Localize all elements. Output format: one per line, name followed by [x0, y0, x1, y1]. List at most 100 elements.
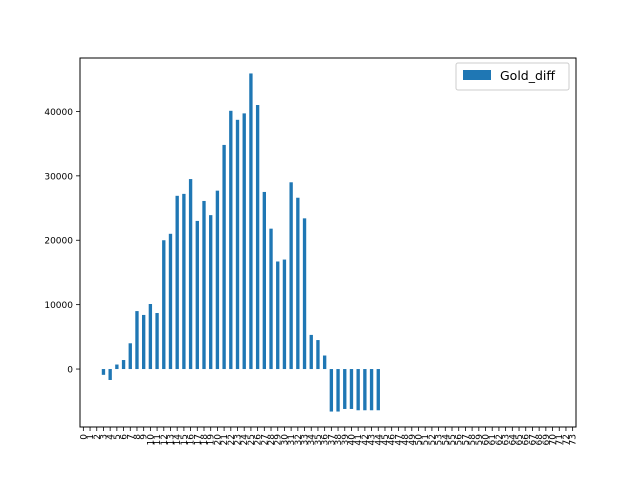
bar-40: [349, 369, 354, 409]
x-axis-ticks: 0123456789101112131415161718192021222324…: [79, 427, 579, 446]
x-tick-label: 17: [193, 434, 203, 445]
x-tick-label: 51: [421, 434, 431, 445]
x-tick-label: 5: [113, 434, 123, 440]
x-tick-label: 36: [321, 434, 331, 446]
bar-38: [336, 369, 340, 412]
x-tick-label: 4: [106, 434, 116, 440]
x-tick-label: 41: [354, 434, 364, 445]
bar-29: [276, 261, 280, 370]
x-tick-label: 6: [120, 434, 130, 440]
x-tick-label: 55: [448, 434, 458, 445]
x-tick-label: 18: [200, 434, 210, 446]
bar-12: [162, 240, 166, 370]
x-tick-label: 14: [173, 434, 183, 446]
x-tick-label: 21: [220, 434, 230, 445]
x-tick-label: 56: [455, 434, 465, 446]
x-tick-label: 57: [461, 434, 471, 445]
bar-25: [249, 73, 253, 370]
bar-41: [356, 369, 360, 411]
bar-27: [262, 191, 266, 370]
bar-16: [188, 179, 193, 370]
x-tick-label: 46: [388, 434, 398, 446]
bar-10: [148, 304, 153, 370]
bar-14: [175, 195, 179, 370]
bar-23: [235, 119, 240, 370]
x-tick-label: 8: [133, 434, 143, 440]
x-tick-label: 31: [287, 434, 297, 445]
x-tick-label: 44: [374, 434, 384, 446]
bar-30: [282, 259, 287, 370]
x-tick-label: 59: [475, 434, 485, 446]
y-tick-label: 40000: [44, 108, 73, 118]
x-tick-label: 37: [327, 434, 337, 445]
x-tick-label: 33: [301, 434, 311, 445]
x-tick-label: 63: [502, 434, 512, 445]
bar-8: [135, 311, 139, 370]
x-tick-label: 29: [274, 434, 284, 446]
bar-32: [296, 197, 300, 370]
plot-frame: [79, 57, 577, 428]
bar-group: [101, 73, 380, 412]
x-tick-label: 35: [314, 434, 324, 445]
bar-26: [255, 105, 260, 370]
x-tick-label: 47: [394, 434, 404, 445]
x-tick-label: 40: [347, 434, 357, 446]
bar-15: [182, 193, 186, 370]
x-tick-label: 73: [569, 434, 579, 445]
x-tick-label: 68: [535, 434, 545, 446]
y-tick-label: 20000: [44, 237, 73, 247]
bar-44: [376, 369, 380, 411]
x-tick-label: 71: [555, 434, 565, 445]
x-tick-label: 19: [207, 434, 217, 446]
x-tick-label: 67: [528, 434, 538, 445]
x-tick-label: 23: [234, 434, 244, 445]
legend-swatch: [463, 70, 491, 80]
x-tick-label: 9: [140, 434, 150, 440]
bar-42: [363, 369, 367, 411]
x-tick-label: 54: [441, 434, 451, 446]
x-tick-label: 27: [260, 434, 270, 445]
bar-39: [343, 369, 347, 409]
legend-label: Gold_diff: [500, 68, 555, 83]
x-tick-label: 7: [126, 434, 136, 440]
bar-18: [202, 200, 206, 370]
bar-5: [115, 364, 119, 370]
x-tick-label: 39: [341, 434, 351, 446]
bar-33: [302, 218, 307, 370]
bar-35: [316, 340, 320, 370]
x-tick-label: 45: [381, 434, 391, 445]
bar-28: [269, 228, 273, 370]
x-tick-label: 42: [361, 434, 371, 445]
x-tick-label: 32: [294, 434, 304, 445]
bar-22: [229, 110, 233, 370]
y-axis-ticks: 0 10000 20000 30000 40000: [44, 108, 80, 376]
bar-34: [309, 334, 313, 370]
bar-4: [108, 369, 112, 380]
bar-43: [369, 369, 374, 411]
y-tick-label: 30000: [44, 172, 73, 182]
bar-17: [195, 220, 199, 370]
bar-11: [155, 313, 159, 370]
x-tick-label: 24: [240, 434, 250, 446]
x-tick-label: 48: [401, 434, 411, 446]
x-tick-label: 12: [160, 434, 170, 445]
x-tick-label: 25: [247, 434, 257, 445]
bar-20: [215, 190, 220, 370]
x-tick-label: 72: [562, 434, 572, 445]
x-tick-label: 1: [86, 434, 96, 440]
x-tick-label: 65: [515, 434, 525, 445]
x-tick-label: 34: [307, 434, 317, 446]
bar-6: [121, 360, 126, 370]
x-tick-label: 49: [408, 434, 418, 446]
x-tick-label: 0: [79, 434, 89, 440]
bar-9: [142, 314, 146, 370]
x-tick-label: 2: [93, 434, 103, 440]
x-tick-label: 58: [468, 434, 478, 446]
bar-3: [101, 369, 106, 375]
x-tick-label: 22: [227, 434, 237, 445]
x-tick-label: 38: [334, 434, 344, 446]
bar-7: [128, 343, 132, 370]
x-tick-label: 3: [99, 434, 109, 440]
x-tick-label: 30: [280, 434, 290, 446]
x-tick-label: 61: [488, 434, 498, 445]
